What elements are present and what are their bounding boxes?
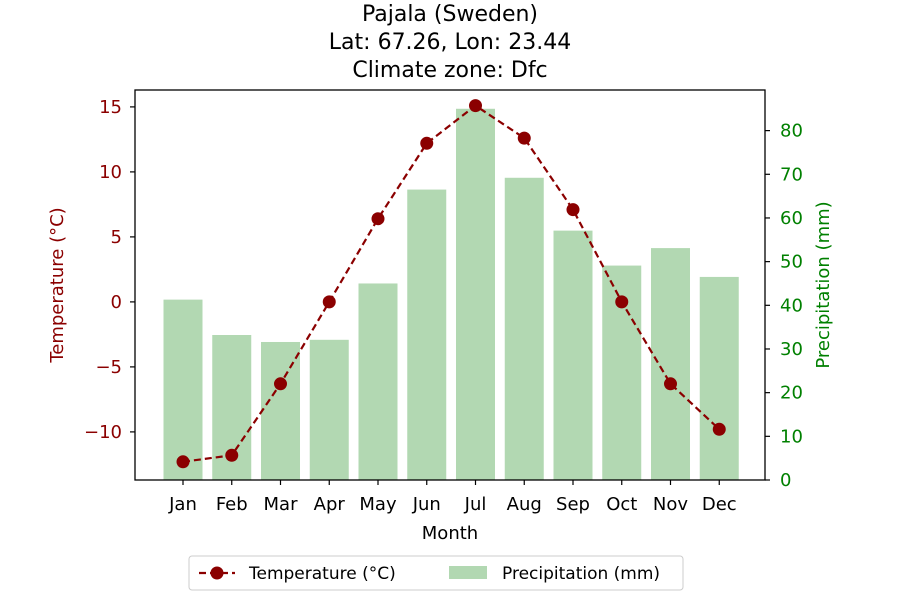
temperature-line-series	[176, 99, 726, 469]
temperature-point-feb	[225, 448, 239, 462]
x-tick-label-nov: Nov	[653, 494, 688, 515]
x-tick-label-oct: Oct	[606, 494, 637, 515]
precipitation-tick-label: 70	[780, 164, 803, 185]
legend-box	[188, 555, 684, 591]
precipitation-bar-jan	[163, 299, 203, 480]
temperature-point-sep	[566, 203, 580, 217]
x-tick-label-apr: Apr	[314, 494, 346, 515]
precipitation-bar-aug	[504, 177, 544, 480]
chart-title: Pajala (Sweden) Lat: 67.26, Lon: 23.44 C…	[329, 2, 571, 83]
precipitation-bar-mar	[261, 341, 300, 480]
x-axis-label: Month	[422, 523, 478, 544]
precipitation-tick-label: 30	[780, 339, 803, 360]
temperature-point-nov	[664, 377, 677, 391]
x-tick-label-jan: Jan	[168, 494, 197, 515]
temperature-point-apr	[322, 295, 336, 309]
temperature-point-may	[371, 212, 385, 226]
temperature-point-jul	[469, 99, 482, 113]
precipitation-bar-jun	[407, 189, 447, 480]
legend-precipitation-swatch	[449, 566, 487, 579]
precipitation-tick-label: 10	[780, 426, 803, 447]
precipitation-bar-nov	[651, 248, 690, 480]
x-tick-label-jun: Jun	[412, 494, 441, 515]
temperature-point-mar	[274, 377, 287, 391]
temperature-tick-label: −5	[95, 357, 122, 378]
precipitation-tick-label: 40	[780, 295, 803, 316]
temperature-tick-label: −10	[84, 422, 122, 443]
x-tick-label-dec: Dec	[702, 494, 737, 515]
chart-title-line-1: Pajala (Sweden)	[362, 2, 538, 27]
temperature-tick-label: 15	[99, 97, 122, 118]
legend-precipitation-label: Precipitation (mm)	[502, 564, 660, 584]
precipitation-bars	[163, 108, 739, 481]
temperature-point-aug	[517, 131, 531, 145]
x-tick-label-aug: Aug	[507, 494, 542, 515]
precipitation-axis: 0 10 20 30 40 50 60 70 80	[765, 121, 803, 491]
precipitation-bar-sep	[553, 230, 593, 480]
legend-temperature-marker	[210, 566, 224, 580]
temperature-point-oct	[615, 295, 629, 309]
precipitation-bar-may	[358, 283, 398, 480]
legend-temperature-label: Temperature (°C)	[248, 564, 396, 584]
precipitation-tick-label: 50	[780, 252, 803, 273]
precipitation-bar-apr	[309, 339, 349, 480]
temperature-axis-label: Temperature (°C)	[47, 207, 68, 363]
temperature-line	[182, 104, 721, 463]
temperature-axis: −10 −5 0 5 10 15	[84, 97, 135, 443]
precipitation-bar-dec	[699, 276, 739, 480]
x-axis: Jan Feb Mar Apr May Jun Jul Aug Sep Oct Nov Dec	[168, 480, 737, 515]
precipitation-tick-label: 20	[780, 383, 803, 404]
x-tick-label-may: May	[359, 494, 397, 515]
temperature-tick-label: 5	[111, 227, 122, 248]
precipitation-tick-label: 80	[780, 121, 803, 142]
precipitation-tick-label: 60	[780, 208, 803, 229]
precipitation-tick-label: 0	[780, 470, 791, 491]
temperature-point-dec	[712, 422, 726, 436]
x-tick-label-jul: Jul	[464, 494, 487, 515]
chart-title-line-2: Lat: 67.26, Lon: 23.44	[329, 30, 571, 55]
plot-area-frame	[134, 89, 766, 481]
chart-title-line-3: Climate zone: Dfc	[352, 58, 547, 83]
temperature-point-jan	[176, 455, 190, 469]
temperature-point-jun	[420, 136, 434, 150]
x-tick-label-feb: Feb	[216, 494, 248, 515]
temperature-tick-label: 10	[99, 162, 122, 183]
x-tick-label-mar: Mar	[264, 494, 299, 515]
x-tick-label-sep: Sep	[556, 494, 590, 515]
precipitation-axis-label: Precipitation (mm)	[813, 201, 834, 368]
precipitation-bar-jul	[456, 108, 495, 481]
temperature-tick-label: 0	[111, 292, 122, 313]
legend: Temperature (°C) Precipitation (mm)	[188, 555, 684, 591]
